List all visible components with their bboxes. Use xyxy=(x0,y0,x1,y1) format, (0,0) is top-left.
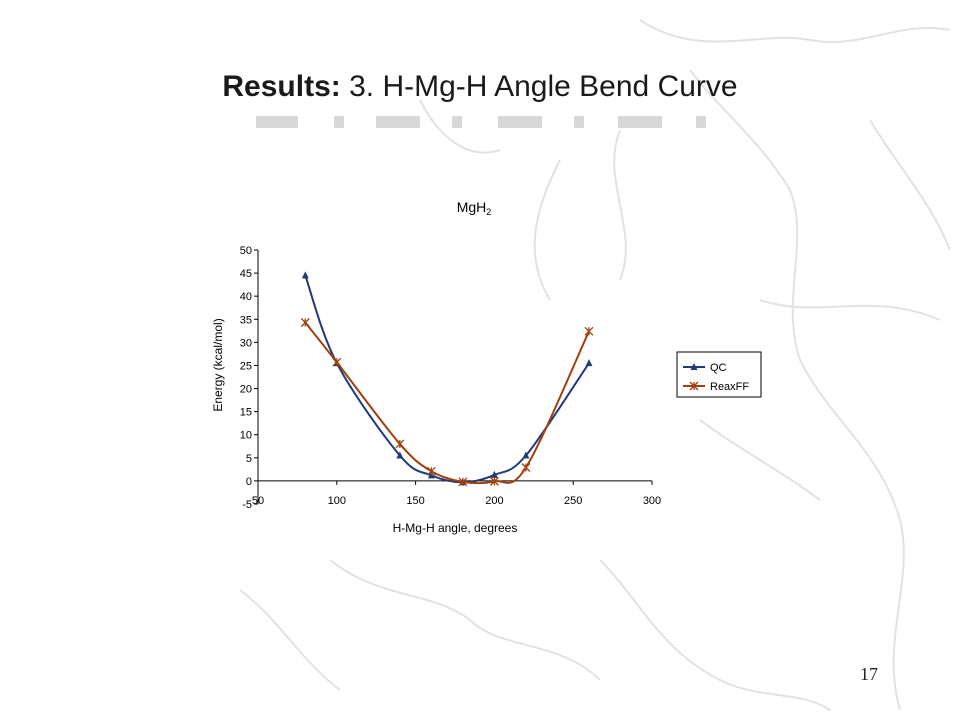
chart-title: MgH2 xyxy=(457,199,492,217)
x-tick-label: 50 xyxy=(252,495,264,507)
y-tick-label: 25 xyxy=(240,360,252,372)
data-point-reaxff xyxy=(395,439,405,449)
x-tick-label: 250 xyxy=(564,495,582,507)
legend-marker-reaxff xyxy=(689,381,699,391)
y-tick-label: 50 xyxy=(240,245,252,257)
y-tick-label: 5 xyxy=(246,453,252,465)
data-point-reaxff xyxy=(426,466,436,476)
data-point-qc xyxy=(490,470,498,478)
y-tick-label: 35 xyxy=(240,314,252,326)
y-tick-label: 15 xyxy=(240,407,252,419)
x-axis-label: H-Mg-H angle, degrees xyxy=(393,521,518,535)
chart-legend: QC ReaxFF xyxy=(676,351,762,398)
slide-title: Results: 3. H-Mg-H Angle Bend Curve xyxy=(0,70,960,104)
legend-label-reaxff: ReaxFF xyxy=(710,381,749,393)
series-line-reaxff xyxy=(304,321,590,485)
chart-title-subscript: 2 xyxy=(486,207,491,217)
page-number: 17 xyxy=(860,664,878,684)
x-tick-label: 300 xyxy=(643,495,661,507)
series-line-qc xyxy=(304,275,590,484)
chart-axes: -5 0 5 10 15 20 25 30 35 40 45 50 50 100 150 200 250 300 xyxy=(240,245,661,511)
data-point-reaxff xyxy=(521,463,531,472)
x-tick-label: 200 xyxy=(485,495,503,507)
x-tick-label: 100 xyxy=(328,495,346,507)
data-point-qc xyxy=(301,271,309,279)
data-point-reaxff xyxy=(584,326,594,336)
legend-label-qc: QC xyxy=(710,362,727,374)
y-tick-label: 20 xyxy=(240,384,252,396)
y-tick-label: 0 xyxy=(246,476,252,488)
y-axis-label: Energy (kcal/mol) xyxy=(211,318,225,411)
data-point-reaxff xyxy=(458,477,468,487)
slide-title-text: 3. H-Mg-H Angle Bend Curve xyxy=(349,70,738,103)
data-point-qc xyxy=(396,451,404,459)
data-point-qc xyxy=(585,359,593,367)
chart-title-main: MgH xyxy=(457,199,487,215)
data-point-reaxff xyxy=(332,357,342,367)
y-tick-label: -5 xyxy=(242,499,252,511)
legend-marker-qc xyxy=(690,363,698,370)
slide-title-bold: Results: xyxy=(222,70,341,103)
y-tick-label: 10 xyxy=(240,430,252,442)
title-dash-bar xyxy=(256,116,706,128)
y-tick-label: 45 xyxy=(240,268,252,280)
chart-series-layer xyxy=(300,271,594,487)
data-point-qc xyxy=(522,451,530,459)
data-point-reaxff xyxy=(300,318,310,327)
x-tick-label: 150 xyxy=(406,495,424,507)
y-tick-label: 40 xyxy=(240,291,252,303)
data-point-reaxff xyxy=(489,476,499,486)
y-tick-label: 30 xyxy=(240,337,252,349)
